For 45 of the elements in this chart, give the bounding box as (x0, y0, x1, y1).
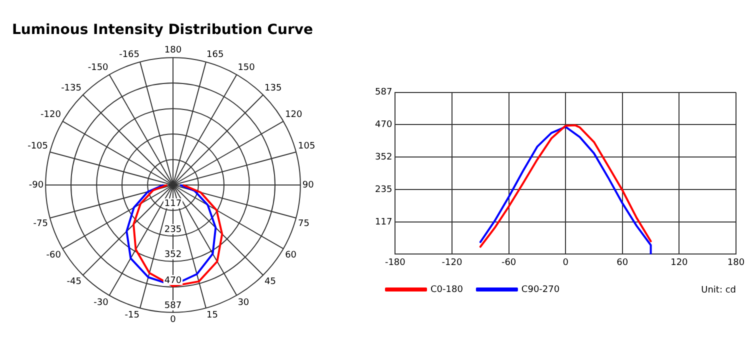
legend-label: C90-270 (521, 284, 560, 295)
spoke-label: -120 (40, 110, 62, 120)
text: Unit: cd (701, 285, 736, 296)
spoke-label: -90 (28, 180, 44, 190)
spoke-label: -135 (61, 83, 82, 94)
x-tick-label: 180 (727, 258, 745, 268)
spoke-label: -105 (28, 141, 48, 152)
y-tick-label: 352 (164, 250, 182, 260)
y-tick-label: 117 (164, 199, 182, 210)
x-tick-label: -60 (501, 258, 516, 268)
y-tick-label: 587 (374, 88, 392, 98)
spoke-label: 135 (264, 83, 282, 94)
chart-title: Luminous Intensity Distribution Curve (12, 22, 314, 38)
y-tick-label: 470 (164, 276, 182, 286)
spoke-label: 90 (302, 180, 314, 190)
y-tick-label: 235 (164, 224, 182, 235)
spoke-label: -150 (88, 62, 109, 73)
legend-label: C0-180 (430, 284, 464, 295)
spoke-label: 150 (238, 62, 256, 73)
x-tick-label: 60 (616, 258, 628, 268)
x-tick-label: -120 (442, 258, 462, 268)
spoke-label: 105 (298, 141, 316, 152)
x-tick-label: 120 (670, 258, 688, 268)
spoke-label: 75 (298, 219, 310, 230)
spoke-label: 165 (206, 50, 224, 60)
y-tick-label: 352 (374, 152, 392, 163)
y-tick-label: 470 (374, 120, 392, 130)
x-tick-label: 0 (562, 258, 569, 268)
spoke-label: -30 (94, 298, 109, 308)
spoke-label: 15 (206, 310, 218, 321)
spoke-label: -45 (66, 277, 82, 288)
spoke-label: 120 (285, 110, 303, 120)
spoke-label: -60 (46, 250, 62, 260)
x-tick-label: -180 (384, 258, 406, 268)
spoke-label: 0 (170, 315, 176, 326)
spoke-label: 60 (285, 250, 297, 260)
spoke-label: -15 (124, 310, 140, 321)
spoke-label: -75 (33, 219, 48, 230)
y-tick-label: 587 (164, 301, 182, 312)
spoke-label: 30 (238, 298, 250, 308)
spoke-label: 45 (264, 277, 276, 288)
y-tick-label: 235 (374, 184, 392, 195)
spoke-label: 180 (164, 46, 182, 56)
y-tick-label: 117 (374, 217, 392, 228)
spoke-label: -165 (119, 50, 140, 60)
